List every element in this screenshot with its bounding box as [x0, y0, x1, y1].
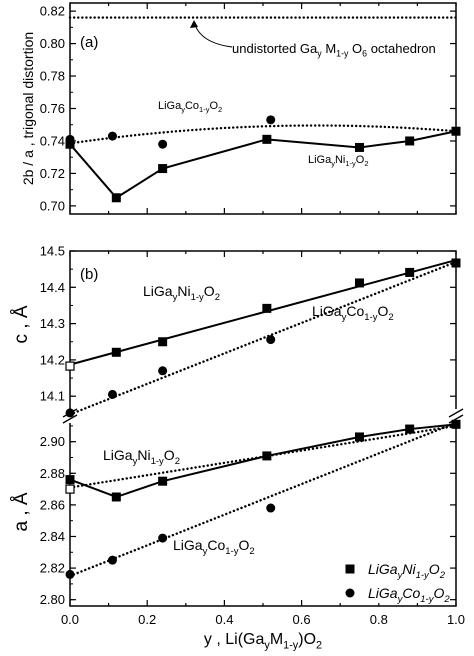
panel-b-c-ytick-label: 14.5 — [40, 244, 65, 259]
panel-b-c-point — [65, 361, 75, 371]
legend-label: LiGayNi1-yO2 — [368, 561, 446, 581]
data-markers — [65, 115, 461, 598]
panel-b-label: (b) — [80, 266, 98, 283]
panel-a-ytick-label: 0.74 — [40, 133, 65, 148]
axis-break-gap — [448, 409, 464, 423]
panel-b-c-point — [158, 366, 168, 376]
panel-b-a-point — [111, 492, 121, 502]
panel-b-c-co-label: LiGayCo1-yO2 — [312, 303, 394, 323]
panel-a-point — [111, 193, 121, 203]
panel-b-a-point — [158, 476, 168, 486]
panel-a-ytick-label: 0.82 — [40, 4, 65, 19]
panel-b-a-co-label: LiGayCo1-yO2 — [173, 537, 255, 557]
panel-b-xtick-label: 0.2 — [138, 612, 156, 627]
panel-b-a-point — [65, 475, 75, 485]
panel-b-a-ytick-label: 2.86 — [40, 497, 65, 512]
panel-b-a-fit-2 — [68, 421, 458, 578]
panel-b-a-ytick-label: 2.84 — [40, 529, 65, 544]
panel-b-a-point — [65, 484, 75, 494]
panel-b-a-point — [262, 451, 272, 461]
panel-b-a-point — [355, 432, 364, 442]
chart-text: 0.70 0.72 0.74 0.76 0.78 0.80 0.82 14.1 14.2 14.3… — [11, 4, 465, 652]
panel-b-c-ytick-label: 14.1 — [40, 389, 65, 404]
panel-b-a-ytick-label: 2.90 — [40, 434, 65, 449]
panel-b-a-fit-1 — [68, 424, 458, 489]
panel-b-xtick-label: 0.6 — [293, 612, 311, 627]
axis-break-mark — [62, 414, 78, 424]
panel-b-c-point — [405, 267, 415, 277]
panel-a-point — [65, 134, 75, 144]
legend-marker — [345, 564, 355, 574]
axis-ticks — [69, 3, 457, 606]
panel-b-c-point — [355, 278, 364, 288]
panel-a-point — [107, 131, 117, 141]
panel-a-ni-label: LiGayNi1-yO2 — [308, 154, 368, 168]
panel-a-point — [405, 136, 415, 146]
panel-a-ytick-label: 0.78 — [40, 69, 65, 84]
panel-a-point — [158, 164, 168, 174]
panel-a-ytick-label: 0.72 — [40, 166, 65, 181]
panel-a-point — [266, 115, 276, 125]
panel-b-c-point — [158, 337, 168, 347]
panel-b-c-point — [111, 347, 121, 357]
panel-b-a-point — [405, 424, 415, 434]
panel-a-ytick-label: 0.76 — [40, 101, 65, 116]
panel-a-co-label: LiGayCo1-yO2 — [158, 100, 222, 114]
panel-b-xtick-label: 1.0 — [447, 612, 465, 627]
panel-b-xlabel: y , Li(GayM1-y)O2 — [204, 631, 322, 651]
panel-b-xtick-label: 0.0 — [61, 612, 79, 627]
axis-break-mark — [448, 408, 464, 418]
panel-a-point — [158, 139, 168, 149]
panel-b-a-ytick-label: 2.88 — [40, 466, 65, 481]
legend-label: LiGayCo1-yO2 — [368, 585, 450, 605]
annotation-undistorted: undistorted Gay M1-y O6 octahedron — [232, 41, 436, 59]
panel-b-xtick-label: 0.4 — [215, 612, 233, 627]
panel-b-a-ni-label: LiGayNi1-yO2 — [103, 447, 180, 467]
legend-marker — [345, 588, 355, 598]
panel-b-c-point — [451, 258, 461, 268]
annotation-arrowhead — [190, 20, 198, 28]
panel-a-label: (a) — [80, 34, 98, 51]
panel-b-a-point — [65, 569, 75, 579]
panel-b-a-point — [451, 419, 461, 429]
panel-b-c-fit-1 — [68, 260, 458, 416]
panel-a-ytick-label: 0.70 — [40, 198, 65, 213]
panel-b-c-ytick-label: 14.4 — [40, 280, 65, 295]
panel-a-ytick-label: 0.80 — [40, 36, 65, 51]
axis-break-mark — [448, 414, 464, 424]
panel-b-c-point — [65, 408, 75, 418]
panel-b-a-ylabel: a , Å — [11, 492, 32, 531]
panel-b-a-point — [107, 555, 117, 565]
panel-a-point — [451, 126, 461, 136]
panel-b-a-ytick-label: 2.82 — [40, 561, 65, 576]
panel-b-a-ytick-label: 2.80 — [40, 592, 65, 607]
panel-b-c-ni-label: LiGayNi1-yO2 — [143, 283, 220, 303]
panel-b-a-point — [266, 503, 276, 513]
panel-a-co-fit — [68, 124, 458, 145]
panel-b-a-point — [158, 533, 168, 543]
panel-b-c-point — [262, 303, 272, 313]
panel-b-xtick-label: 0.8 — [370, 612, 388, 627]
annotation-arrow — [193, 21, 233, 48]
panel-b-c-ylabel: c , Å — [11, 305, 32, 343]
panel-a-point — [262, 134, 272, 144]
panel-a-point — [355, 142, 364, 152]
panel-a-ylabel: 2b / a , trigonal distortion — [20, 32, 36, 185]
panel-b-c-ytick-label: 14.3 — [40, 316, 65, 331]
panel-b-c-ytick-label: 14.2 — [40, 352, 65, 367]
panel-b-c-point — [266, 335, 276, 345]
panel-a-frame — [69, 2, 457, 215]
panel-a-point — [65, 139, 75, 149]
fit-lines — [68, 16, 458, 578]
panel-b-c-point — [107, 389, 117, 399]
